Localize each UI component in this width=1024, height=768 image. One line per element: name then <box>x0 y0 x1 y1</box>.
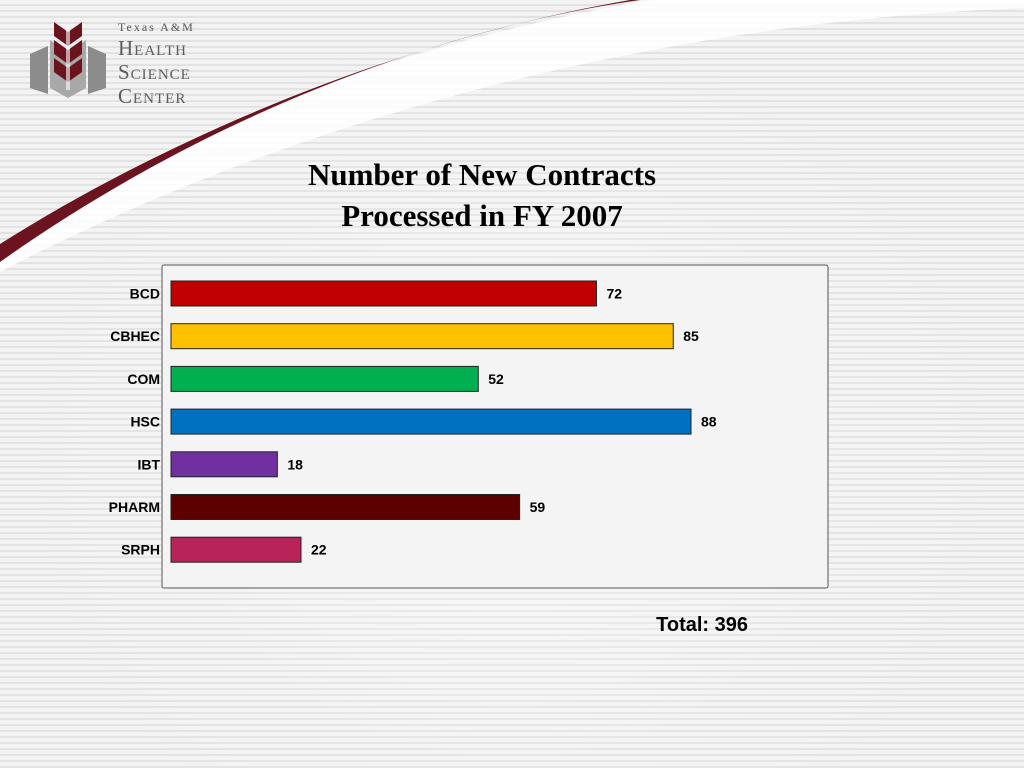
logo-line-3: Science <box>118 60 191 84</box>
category-label-pharm: PHARM <box>109 499 160 515</box>
bar-cbhec <box>170 323 674 350</box>
category-label-hsc: HSC <box>130 414 160 430</box>
value-label-ibt: 18 <box>287 456 303 472</box>
category-label-ibt: IBT <box>137 456 160 472</box>
logo-line-4: Center <box>118 84 187 108</box>
category-label-com: COM <box>127 371 160 387</box>
value-label-bcd: 72 <box>606 286 622 302</box>
bar-ibt <box>170 451 278 478</box>
logo-line-2: Health <box>118 36 187 60</box>
logo-line-1: Texas A&M <box>118 20 195 34</box>
bar-bcd <box>170 280 597 307</box>
institution-logo: Texas A&M Health Science Center <box>28 18 218 113</box>
category-label-srph: SRPH <box>121 542 160 558</box>
chart-title-line-1: Number of New Contracts <box>307 157 657 192</box>
logo-emblem-icon <box>30 22 106 98</box>
value-label-com: 52 <box>488 371 504 387</box>
bar-pharm <box>170 494 521 520</box>
bar-srph <box>170 536 302 563</box>
category-label-bcd: BCD <box>130 286 160 302</box>
value-label-pharm: 59 <box>530 499 546 515</box>
bar-group: BCD 72 CBHEC 85 COM 52 HSC 88 IBT 18 PHARM 59 SRPH 22 <box>109 280 717 563</box>
value-label-hsc: 88 <box>701 414 717 430</box>
category-label-cbhec: CBHEC <box>110 328 160 344</box>
chart-title-line-2: Processed in FY 2007 <box>341 198 623 233</box>
bar-com <box>170 365 479 392</box>
value-label-cbhec: 85 <box>683 328 699 344</box>
chart-title: Number of New Contracts Processed in FY … <box>232 154 732 236</box>
total-label: Total: 396 <box>656 614 748 636</box>
bar-hsc <box>170 408 692 435</box>
value-label-srph: 22 <box>311 542 327 558</box>
